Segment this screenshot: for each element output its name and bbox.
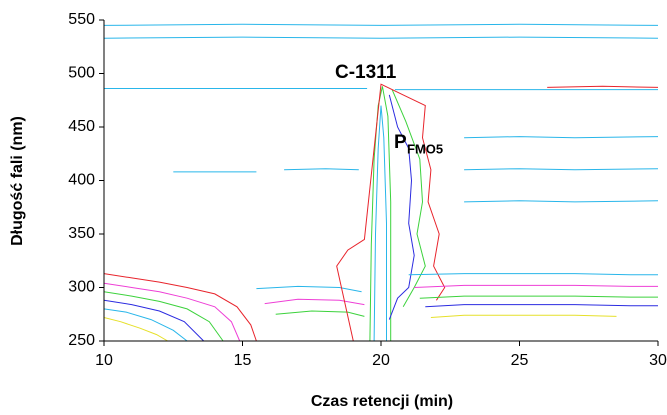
contour-line [103, 291, 224, 342]
x-tick-label: 10 [95, 352, 113, 369]
y-tick-label: 300 [68, 279, 95, 296]
contour-line [408, 273, 658, 276]
y-tick-label: 550 [68, 11, 95, 28]
contour-line [103, 36, 659, 39]
contour-line [388, 94, 415, 320]
x-tick-label: 30 [649, 352, 667, 369]
x-tick-label: 25 [511, 352, 529, 369]
contour-line [275, 310, 365, 317]
x-tick-label: 15 [234, 352, 252, 369]
x-axis-title: Czas retencji (min) [311, 393, 453, 410]
y-axis-title: Długość fali (nm) [9, 116, 26, 246]
annotation: C-1311 [335, 62, 397, 83]
contour-line [103, 282, 241, 342]
contour-line [103, 299, 205, 342]
annotation: P [394, 132, 407, 153]
annotation-subscript: FMO5 [407, 141, 443, 156]
contour-line [373, 105, 387, 342]
contour-line [430, 314, 617, 318]
contour-line [103, 317, 168, 342]
contour-line [425, 304, 658, 308]
contour-line [464, 136, 659, 139]
y-tick-label: 350 [68, 225, 95, 242]
contour-line [464, 168, 659, 171]
y-tick-label: 450 [68, 118, 95, 135]
contour-line [256, 285, 362, 293]
plot-area [103, 23, 659, 342]
y-tick-label: 400 [68, 172, 95, 189]
contour-line [414, 284, 658, 288]
contour-line [419, 295, 658, 299]
contour-line [264, 298, 365, 306]
contour-line [284, 168, 359, 171]
contour-line [336, 83, 446, 342]
contour-line [391, 89, 426, 308]
contour-line [369, 86, 392, 342]
x-tick-label: 20 [372, 352, 390, 369]
y-tick-label: 250 [68, 332, 95, 349]
contour-line [103, 308, 188, 342]
contour-line [103, 273, 257, 342]
contour-line [464, 200, 659, 203]
contour-line [103, 23, 659, 26]
contour-line [547, 85, 659, 88]
y-tick-label: 500 [68, 65, 95, 82]
